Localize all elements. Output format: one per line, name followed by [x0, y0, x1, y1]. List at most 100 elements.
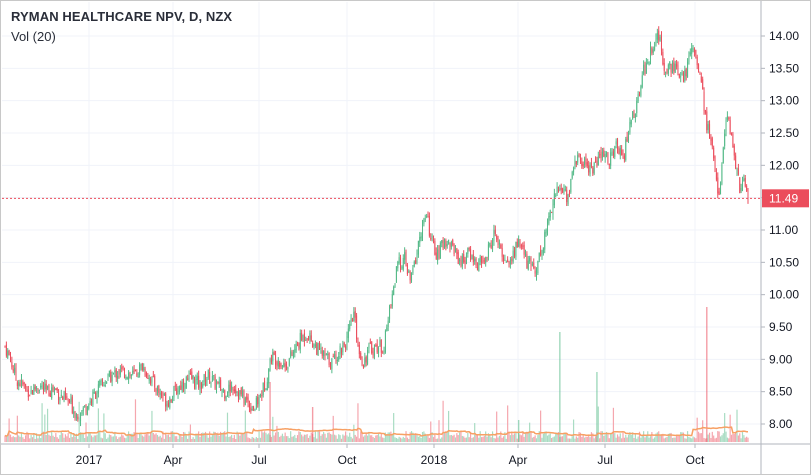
volume-bar — [316, 438, 318, 442]
volume-bar — [546, 435, 549, 442]
candle-body — [725, 120, 727, 132]
volume-bar — [578, 432, 580, 442]
volume-bar — [634, 432, 636, 442]
volume-bar — [228, 437, 230, 442]
volume-bar — [121, 434, 123, 442]
volume-bar — [662, 433, 664, 442]
volume-bar — [5, 436, 7, 442]
volume-bar — [27, 433, 29, 442]
volume-bar — [358, 438, 360, 442]
candle-body — [23, 383, 25, 385]
volume-bar — [366, 435, 369, 442]
candle-body — [154, 375, 156, 388]
chart-title: RYMAN HEALTHCARE NPV, D, NZX — [11, 9, 233, 24]
candle-body — [251, 408, 253, 411]
volume-bar — [454, 437, 457, 442]
volume-bar — [229, 436, 231, 442]
candle-body — [11, 361, 13, 368]
volume-bar — [258, 431, 260, 442]
candle-body — [246, 396, 248, 400]
candle-body — [284, 363, 286, 367]
volume-bar — [137, 438, 139, 442]
volume-bar — [294, 434, 296, 442]
y-tick-label: 14.00 — [769, 29, 799, 43]
candle-body — [658, 30, 660, 41]
volume-bar — [733, 433, 735, 442]
volume-bar — [235, 438, 237, 442]
volume-bar — [545, 431, 547, 442]
volume-bar — [66, 436, 68, 442]
candle-body — [595, 161, 597, 163]
candle-body — [134, 369, 136, 371]
volume-bar — [7, 433, 9, 442]
volume-bar — [19, 436, 21, 442]
volume-bar — [339, 435, 341, 442]
volume-bar — [46, 408, 49, 442]
candle-body — [619, 148, 621, 156]
volume-bar — [394, 437, 396, 442]
volume-bar — [703, 437, 705, 442]
volume-bar — [564, 433, 566, 442]
candle-body — [441, 240, 443, 244]
volume-bar — [334, 434, 336, 442]
volume-bar — [257, 438, 259, 442]
candle-body — [266, 382, 268, 391]
candle-body — [452, 239, 454, 245]
x-tick-label: Apr — [164, 453, 183, 467]
candle-body — [303, 333, 305, 342]
volume-bar — [441, 437, 443, 442]
candle-body — [438, 247, 440, 258]
volume-bar — [11, 437, 13, 442]
volume-bar — [160, 437, 163, 442]
candle-body — [292, 351, 294, 358]
volume-bar — [211, 435, 213, 442]
volume-bar — [180, 433, 182, 442]
candle-body — [189, 373, 191, 375]
candle-body — [581, 161, 583, 166]
candle-body — [533, 262, 535, 269]
candle-body — [91, 399, 93, 403]
volume-bar — [63, 437, 65, 442]
candle-body — [512, 250, 514, 262]
volume-bar — [199, 437, 201, 442]
candle-body — [529, 257, 531, 262]
y-tick-label: 12.50 — [769, 126, 799, 140]
volume-bar — [132, 433, 134, 442]
volume-indicator-label[interactable]: Vol (20) — [11, 29, 56, 44]
candle-body — [552, 203, 554, 215]
candle-body — [188, 374, 190, 379]
volume-bar — [247, 437, 249, 442]
volume-bar — [244, 410, 246, 442]
x-tick-label: 2018 — [421, 453, 448, 467]
candle-body — [118, 374, 120, 376]
volume-bar — [583, 437, 586, 442]
candle-body — [103, 384, 105, 386]
volume-bar — [747, 437, 749, 442]
candle-body — [20, 378, 22, 384]
volume-bar — [520, 435, 522, 442]
candle-body — [379, 339, 381, 346]
volume-bar — [527, 431, 529, 442]
volume-bar — [461, 435, 463, 442]
volume-bar — [427, 435, 429, 442]
volume-bar — [728, 438, 730, 442]
volume-bar — [364, 435, 366, 442]
candle-body — [123, 368, 125, 378]
volume-spike — [517, 420, 520, 442]
volume-bar — [355, 436, 358, 442]
volume-bar — [556, 432, 558, 442]
candle-body — [625, 139, 627, 160]
volume-bar — [395, 437, 398, 442]
volume-bar — [424, 433, 426, 442]
x-tick-label: 2017 — [76, 453, 103, 467]
candle-body — [85, 406, 87, 413]
volume-bar — [718, 431, 720, 442]
volume-bar — [509, 435, 512, 442]
volume-bar — [41, 403, 43, 442]
candle-body — [158, 385, 160, 393]
candle-body — [327, 354, 329, 356]
candle-body — [279, 362, 281, 367]
volume-bar — [340, 438, 343, 442]
candle-body — [617, 139, 619, 150]
